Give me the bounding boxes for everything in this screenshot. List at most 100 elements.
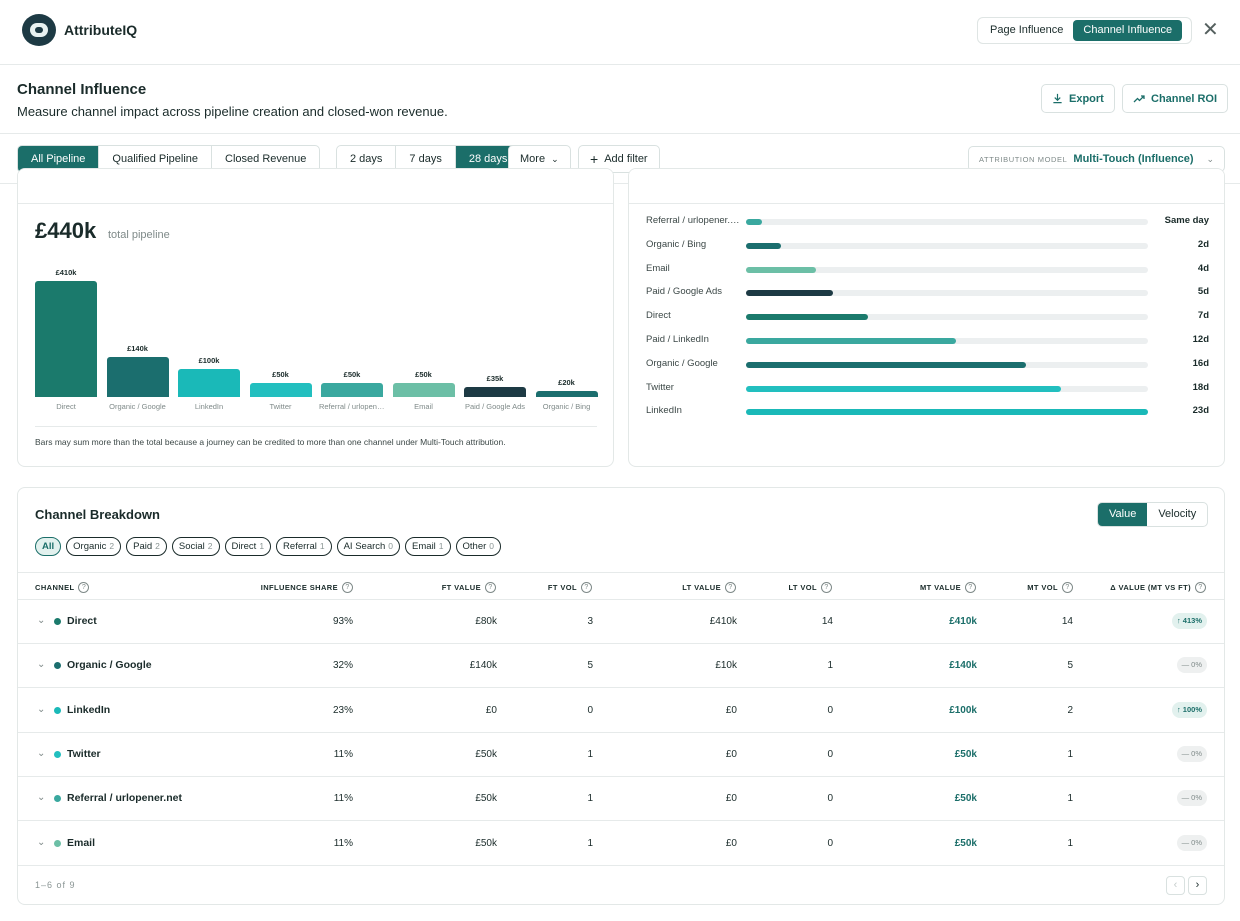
chip-referral[interactable]: Referral 1 (276, 537, 332, 556)
velocity-bar[interactable] (746, 338, 956, 344)
help-icon[interactable]: ? (342, 582, 353, 593)
chip-other[interactable]: Other 0 (455, 537, 502, 556)
velocity-bar[interactable] (746, 290, 834, 297)
chart-bar[interactable] (106, 357, 169, 397)
chip-organic[interactable]: Organic 2 (66, 537, 122, 556)
chip-paid[interactable]: Paid 2 (126, 537, 167, 556)
chart-bar[interactable] (35, 281, 97, 397)
chart-bar[interactable] (535, 391, 598, 397)
chart-bar[interactable] (392, 382, 455, 397)
column-header[interactable]: MT VALUE? (920, 582, 976, 593)
chevron-down-icon[interactable]: ⌄ (37, 703, 46, 715)
chevron-down-icon[interactable]: ⌄ (37, 747, 46, 759)
velocity-track (746, 409, 1148, 416)
chevron-down-icon[interactable]: ⌄ (37, 836, 46, 848)
delta-badge: ↑ 413% (1171, 613, 1207, 629)
column-header[interactable]: MT VOL? (1027, 582, 1073, 593)
channel-roi-button[interactable]: Channel ROI (1122, 84, 1229, 113)
velocity-bar[interactable] (746, 314, 869, 321)
next-page-button[interactable]: › (1188, 876, 1207, 895)
cell-share: 93% (332, 616, 353, 627)
help-icon[interactable]: ? (485, 582, 496, 593)
table-row[interactable]: ⌄ Email 11% £50k 1 £0 0 £50k 1 — 0% (18, 822, 1224, 866)
tab-2-days[interactable]: 2 days (337, 146, 397, 172)
chip-social[interactable]: Social 2 (171, 537, 220, 556)
velocity-bar[interactable] (746, 266, 816, 273)
table-row[interactable]: ⌄ Direct 93% £80k 3 £410k 14 £410k 14 ↑ 413% (18, 600, 1224, 644)
chip-count: 2 (109, 541, 115, 551)
chevron-down-icon[interactable]: ⌄ (37, 615, 46, 626)
toggle-value[interactable]: Value (1098, 503, 1148, 526)
velocity-row: Referral / urlopener.net Same day (629, 214, 1224, 230)
chart-value-label: £50k (272, 369, 289, 379)
channel-color-dot (54, 706, 61, 714)
velocity-value-label: 16d (1192, 357, 1209, 369)
table-row[interactable]: ⌄ Organic / Google 32% £140k 5 £10k 1 £140k 5 — 0… (18, 644, 1224, 689)
help-icon[interactable]: ? (725, 582, 736, 593)
close-icon[interactable]: ✕ (1202, 19, 1219, 41)
velocity-row: LinkedIn 23d (629, 404, 1224, 420)
cell-ft-value: £50k (475, 748, 497, 760)
velocity-bar[interactable] (746, 219, 763, 225)
chevron-down-icon[interactable]: ⌄ (37, 659, 46, 671)
help-icon[interactable]: ? (1062, 582, 1073, 593)
app-logo[interactable]: AttributeIQ (22, 14, 137, 46)
export-button[interactable]: Export (1041, 84, 1115, 113)
help-icon[interactable]: ? (581, 582, 592, 593)
export-label: Export (1069, 92, 1104, 105)
table-row[interactable]: ⌄ Referral / urlopener.net 11% £50k 1 £0 0 £50k… (18, 777, 1224, 822)
cell-mt-vol: 1 (1067, 793, 1073, 805)
column-header[interactable]: Δ VALUE (MT VS FT)? (1110, 582, 1206, 593)
tab-channel-influence[interactable]: Channel Influence (1073, 20, 1183, 41)
chart-bar[interactable] (249, 382, 312, 397)
chart-bar[interactable] (178, 368, 240, 397)
column-header[interactable]: FT VOL? (548, 582, 592, 593)
cell-mt-value: £410k (949, 616, 977, 627)
cell-mt-vol: 1 (1067, 748, 1073, 760)
tab-qualified-pipeline[interactable]: Qualified Pipeline (99, 146, 213, 172)
chart-category-label: Twitter (269, 402, 292, 411)
toggle-velocity[interactable]: Velocity (1158, 508, 1197, 520)
chip-ai-search[interactable]: AI Search 0 (336, 537, 401, 556)
cell-share: 11% (333, 748, 353, 760)
tab-all-pipeline[interactable]: All Pipeline (18, 146, 100, 172)
column-header[interactable]: LT VOL? (788, 582, 832, 593)
help-icon[interactable]: ? (965, 582, 976, 593)
help-icon[interactable]: ? (1195, 582, 1206, 593)
column-header[interactable]: CHANNEL? (35, 582, 90, 593)
help-icon[interactable]: ? (78, 582, 90, 593)
chart-bar[interactable] (321, 382, 383, 397)
velocity-track (746, 219, 1148, 225)
velocity-bar[interactable] (746, 409, 1148, 416)
chart-bar[interactable] (464, 387, 526, 397)
velocity-bar[interactable] (746, 361, 1026, 368)
more-label: More (520, 153, 546, 165)
chip-count: 0 (489, 541, 495, 551)
chevron-down-icon[interactable]: ⌄ (37, 792, 46, 804)
delta-badge: — 0% (1176, 790, 1207, 807)
table-row[interactable]: ⌄ LinkedIn 23% £0 0 £0 0 £100k 2 ↑ 100% (18, 689, 1224, 733)
velocity-bar[interactable] (746, 385, 1061, 392)
help-icon[interactable]: ? (821, 582, 832, 593)
column-header[interactable]: LT VALUE? (682, 582, 736, 593)
tab-7-days[interactable]: 7 days (396, 146, 456, 172)
add-filter-label: Add filter (604, 153, 648, 165)
velocity-channel-label: Referral / urlopener.net (646, 215, 741, 226)
column-header[interactable]: FT VALUE? (442, 582, 496, 593)
table-row[interactable]: ⌄ Twitter 11% £50k 1 £0 0 £50k 1 — 0% (18, 733, 1224, 777)
tab-page-influence[interactable]: Page Influence (990, 24, 1064, 36)
chart-value-label: £140k (127, 344, 148, 354)
chip-direct[interactable]: Direct 1 (224, 537, 272, 556)
chip-email[interactable]: Email 1 (405, 537, 451, 556)
chip-all[interactable]: All (35, 537, 62, 556)
tab-closed-revenue[interactable]: Closed Revenue (225, 153, 307, 165)
channel-name: LinkedIn (67, 703, 111, 716)
velocity-bar[interactable] (746, 242, 781, 249)
total-pipeline-value: £440k (35, 218, 97, 243)
channel-name: Twitter (67, 747, 101, 760)
pipeline-by-channel-card: £440k total pipeline £410k Direct £140k Org… (17, 168, 614, 467)
cell-ft-vol: 5 (587, 660, 593, 672)
velocity-value-label: 5d (1197, 286, 1209, 298)
column-header[interactable]: INFLUENCE SHARE? (261, 582, 353, 593)
prev-page-button[interactable]: ‹ (1166, 876, 1185, 895)
